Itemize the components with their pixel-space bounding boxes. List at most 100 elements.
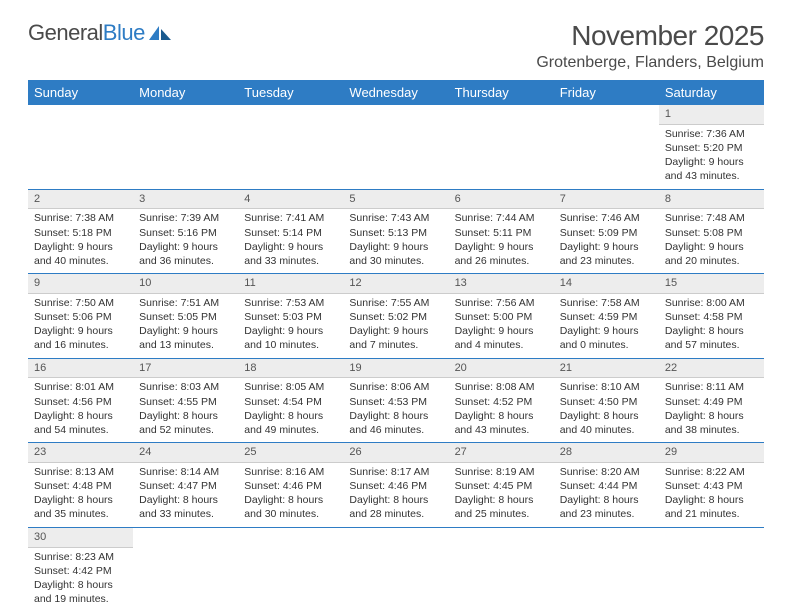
day-sunset: Sunset: 4:44 PM [560,479,653,493]
day-sunrise: Sunrise: 7:46 AM [560,211,653,225]
day-daylight1: Daylight: 9 hours [455,324,548,338]
calendar-head: SundayMondayTuesdayWednesdayThursdayFrid… [28,80,764,105]
day-sunset: Sunset: 5:16 PM [139,226,232,240]
day-sunset: Sunset: 4:54 PM [244,395,337,409]
day-daylight1: Daylight: 8 hours [560,409,653,423]
day-number: 8 [659,190,764,210]
day-daylight2: and 36 minutes. [139,254,232,268]
day-sunset: Sunset: 5:03 PM [244,310,337,324]
day-daylight1: Daylight: 8 hours [665,409,758,423]
calendar-cell: 8Sunrise: 7:48 AMSunset: 5:08 PMDaylight… [659,189,764,274]
day-number: 1 [659,105,764,125]
day-number: 26 [343,443,448,463]
day-daylight2: and 30 minutes. [244,507,337,521]
day-daylight2: and 23 minutes. [560,507,653,521]
day-daylight2: and 40 minutes. [560,423,653,437]
day-sunset: Sunset: 4:42 PM [34,564,127,578]
day-sunrise: Sunrise: 7:43 AM [349,211,442,225]
day-daylight2: and 30 minutes. [349,254,442,268]
day-sunrise: Sunrise: 7:39 AM [139,211,232,225]
day-sunset: Sunset: 5:13 PM [349,226,442,240]
day-sunrise: Sunrise: 7:41 AM [244,211,337,225]
calendar-cell [238,105,343,189]
day-sunset: Sunset: 5:06 PM [34,310,127,324]
day-sunset: Sunset: 5:08 PM [665,226,758,240]
day-sunset: Sunset: 4:48 PM [34,479,127,493]
day-sunset: Sunset: 4:56 PM [34,395,127,409]
day-daylight2: and 33 minutes. [244,254,337,268]
day-number: 18 [238,359,343,379]
calendar-cell: 21Sunrise: 8:10 AMSunset: 4:50 PMDayligh… [554,358,659,443]
day-sunset: Sunset: 4:49 PM [665,395,758,409]
day-number: 15 [659,274,764,294]
day-daylight1: Daylight: 8 hours [244,493,337,507]
day-daylight2: and 4 minutes. [455,338,548,352]
day-sunrise: Sunrise: 7:55 AM [349,296,442,310]
day-daylight1: Daylight: 8 hours [34,578,127,592]
calendar-cell: 15Sunrise: 8:00 AMSunset: 4:58 PMDayligh… [659,274,764,359]
calendar-table: SundayMondayTuesdayWednesdayThursdayFrid… [28,80,764,611]
day-sunset: Sunset: 5:20 PM [665,141,758,155]
day-sunset: Sunset: 5:02 PM [349,310,442,324]
day-number: 30 [28,528,133,548]
day-sunrise: Sunrise: 8:19 AM [455,465,548,479]
day-daylight1: Daylight: 8 hours [34,493,127,507]
day-sunrise: Sunrise: 8:01 AM [34,380,127,394]
calendar-cell: 19Sunrise: 8:06 AMSunset: 4:53 PMDayligh… [343,358,448,443]
day-sunrise: Sunrise: 8:17 AM [349,465,442,479]
header: GeneralBlue November 2025 Grotenberge, F… [28,20,764,72]
day-daylight2: and 10 minutes. [244,338,337,352]
calendar-cell [133,105,238,189]
calendar-cell: 14Sunrise: 7:58 AMSunset: 4:59 PMDayligh… [554,274,659,359]
day-header: Tuesday [238,80,343,105]
day-sunrise: Sunrise: 8:16 AM [244,465,337,479]
day-daylight1: Daylight: 9 hours [34,240,127,254]
day-number: 6 [449,190,554,210]
day-number: 5 [343,190,448,210]
day-daylight2: and 16 minutes. [34,338,127,352]
day-sunrise: Sunrise: 7:44 AM [455,211,548,225]
day-sunset: Sunset: 5:14 PM [244,226,337,240]
day-sunrise: Sunrise: 8:23 AM [34,550,127,564]
calendar-cell: 23Sunrise: 8:13 AMSunset: 4:48 PMDayligh… [28,443,133,528]
calendar-cell: 30 Sunrise: 8:23 AMSunset: 4:42 PMDayligh… [28,527,133,611]
calendar-cell: 10Sunrise: 7:51 AMSunset: 5:05 PMDayligh… [133,274,238,359]
day-daylight1: Daylight: 9 hours [349,324,442,338]
day-header: Monday [133,80,238,105]
calendar-cell: 3Sunrise: 7:39 AMSunset: 5:16 PMDaylight… [133,189,238,274]
day-sunrise: Sunrise: 7:58 AM [560,296,653,310]
day-sunset: Sunset: 4:46 PM [349,479,442,493]
day-daylight1: Daylight: 9 hours [139,324,232,338]
title-block: November 2025 Grotenberge, Flanders, Bel… [536,20,764,72]
day-daylight2: and 38 minutes. [665,423,758,437]
calendar-cell: 13Sunrise: 7:56 AMSunset: 5:00 PMDayligh… [449,274,554,359]
day-daylight1: Daylight: 9 hours [34,324,127,338]
day-daylight2: and 43 minutes. [665,169,758,183]
month-title: November 2025 [536,20,764,52]
day-sunset: Sunset: 4:50 PM [560,395,653,409]
day-daylight2: and 23 minutes. [560,254,653,268]
calendar-cell: 24Sunrise: 8:14 AMSunset: 4:47 PMDayligh… [133,443,238,528]
day-daylight2: and 28 minutes. [349,507,442,521]
day-sunrise: Sunrise: 8:11 AM [665,380,758,394]
day-sunrise: Sunrise: 8:06 AM [349,380,442,394]
day-daylight2: and 7 minutes. [349,338,442,352]
day-daylight1: Daylight: 8 hours [244,409,337,423]
day-number: 24 [133,443,238,463]
calendar-cell: 18Sunrise: 8:05 AMSunset: 4:54 PMDayligh… [238,358,343,443]
day-sunrise: Sunrise: 7:36 AM [665,127,758,141]
calendar-cell: 6Sunrise: 7:44 AMSunset: 5:11 PMDaylight… [449,189,554,274]
day-daylight1: Daylight: 8 hours [139,409,232,423]
day-daylight1: Daylight: 9 hours [349,240,442,254]
day-sunrise: Sunrise: 7:56 AM [455,296,548,310]
calendar-cell [554,527,659,611]
day-daylight1: Daylight: 8 hours [665,324,758,338]
calendar-cell [28,105,133,189]
day-sunset: Sunset: 5:00 PM [455,310,548,324]
day-daylight2: and 13 minutes. [139,338,232,352]
day-daylight1: Daylight: 8 hours [349,493,442,507]
calendar-cell [659,527,764,611]
day-daylight1: Daylight: 8 hours [349,409,442,423]
day-number: 23 [28,443,133,463]
day-number: 14 [554,274,659,294]
